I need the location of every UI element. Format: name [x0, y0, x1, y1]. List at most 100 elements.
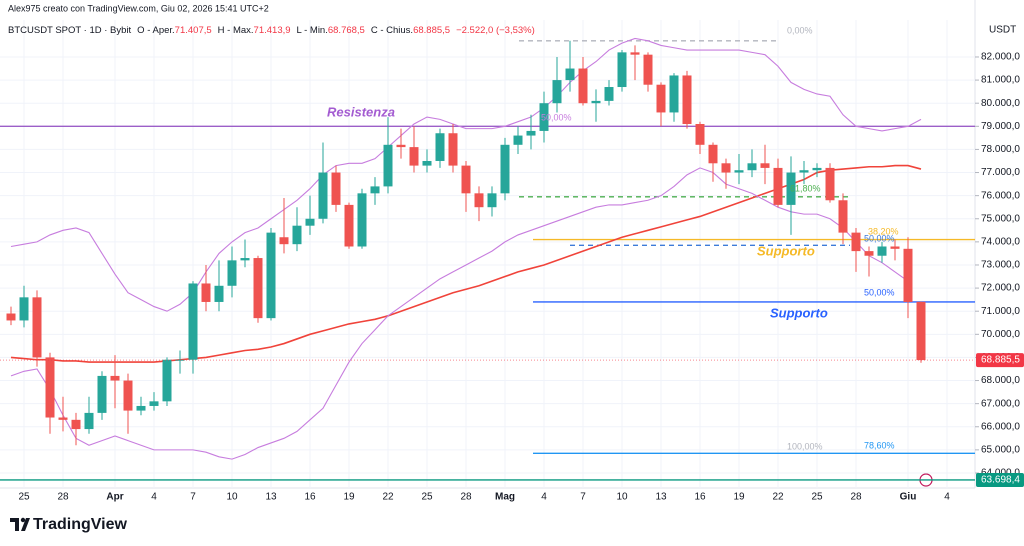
candle-body [669, 75, 679, 113]
legend-part: −2.522,0 (−3,53%) [456, 25, 535, 36]
y-tick-label: 81.000,0 [981, 75, 1020, 86]
candle-body [214, 285, 224, 302]
annotation: 38,20% [868, 226, 899, 236]
candle-body [266, 232, 276, 319]
candle-body [435, 133, 445, 161]
legend-part: 68.768,5 [328, 25, 365, 36]
x-tick-label: Apr [106, 492, 123, 503]
x-tick-label: 16 [694, 492, 706, 503]
x-tick-label: 19 [733, 492, 745, 503]
candle-body [227, 260, 237, 286]
candle-body [149, 401, 159, 406]
candle-body [747, 163, 757, 171]
candle-body [695, 124, 705, 145]
x-tick-label: 10 [226, 492, 238, 503]
y-tick-label: 72.000,0 [981, 283, 1020, 294]
y-tick-label: 70.000,0 [981, 329, 1020, 340]
y-tick-label: 68.000,0 [981, 375, 1020, 386]
candle-body [773, 167, 783, 205]
annotation: 0,00% [787, 25, 813, 35]
candle-body [812, 167, 822, 171]
y-tick-label: 80.000,0 [981, 98, 1020, 109]
candle-body [890, 246, 900, 249]
candle-body [617, 52, 627, 88]
annotation: Supporto [770, 305, 828, 320]
annotation: 50,00% [541, 112, 572, 122]
logo-icon [10, 518, 30, 531]
legend-part: O - Aper. [137, 25, 175, 36]
x-tick-label: 4 [944, 492, 950, 503]
candle-body [357, 193, 367, 247]
legend-part: BTCUSDT SPOT · 1D · Bybit [8, 25, 132, 36]
x-tick-label: 13 [265, 492, 277, 503]
candle-body [877, 246, 887, 256]
candle-body [409, 147, 419, 166]
y-tick-label: 82.000,0 [981, 52, 1020, 63]
x-tick-label: 25 [18, 492, 30, 503]
legend-part: 71.407,5 [175, 25, 212, 36]
candle-body [71, 419, 81, 430]
candle-body [58, 417, 68, 420]
x-tick-label: 16 [304, 492, 316, 503]
annotation: 78,60% [864, 440, 895, 450]
candle-body [734, 170, 744, 173]
x-tick-label: 4 [541, 492, 547, 503]
candle-body [682, 75, 692, 125]
candle-body [565, 68, 575, 81]
candle-body [604, 87, 614, 101]
x-tick-label: Giu [900, 492, 917, 503]
legend-part: 68.885,5 [413, 25, 450, 36]
indicator-line [10, 37, 922, 312]
candle-body [474, 193, 484, 208]
candle-body [903, 248, 913, 302]
y-tick-label: 78.000,0 [981, 144, 1020, 155]
x-tick-label: 28 [850, 492, 862, 503]
candle-body [539, 103, 549, 131]
candle-body [487, 193, 497, 208]
price-badge-label: 68.885,5 [981, 355, 1020, 366]
candle-body [19, 297, 29, 321]
candle-body [799, 170, 809, 173]
x-tick-label: 19 [343, 492, 355, 503]
legend-part: H - Max. [218, 25, 254, 36]
candle-body [123, 380, 133, 411]
x-tick-label: 25 [421, 492, 433, 503]
indicator-line [10, 167, 909, 460]
x-tick-label: Mag [495, 492, 515, 503]
candle-body [110, 375, 120, 381]
candle-body [188, 283, 198, 360]
candle-body [344, 204, 354, 247]
candle-body [162, 359, 172, 402]
candle-body [708, 144, 718, 164]
candle-body [383, 144, 393, 187]
candle-body [6, 313, 16, 321]
annotation: Resistenza [327, 104, 395, 119]
y-tick-label: 75.000,0 [981, 213, 1020, 224]
x-tick-label: 10 [616, 492, 628, 503]
candle-body [656, 84, 666, 113]
axis-title: USDT [989, 25, 1016, 36]
x-tick-label: 25 [811, 492, 823, 503]
candle-body [721, 163, 731, 173]
candle-body [201, 283, 211, 302]
y-tick-label: 73.000,0 [981, 260, 1020, 271]
legend-part: L - Min. [297, 25, 328, 36]
candle-body [578, 68, 588, 104]
y-tick-label: 76.000,0 [981, 190, 1020, 201]
candle-body [32, 297, 42, 358]
x-tick-label: 7 [190, 492, 196, 503]
candle-body [851, 232, 861, 252]
candle-body [448, 133, 458, 166]
y-tick-label: 66.000,0 [981, 421, 1020, 432]
ohlc-legend: BTCUSDT SPOT · 1D · Bybit O - Aper.71.407… [8, 25, 535, 36]
y-tick-label: 77.000,0 [981, 167, 1020, 178]
candle-body [838, 200, 848, 233]
x-tick-label: 7 [580, 492, 586, 503]
logo-text: TradingView [33, 516, 128, 533]
candle-body [461, 165, 471, 194]
y-tick-label: 65.000,0 [981, 445, 1020, 456]
candle-body [591, 100, 601, 104]
x-tick-label: 28 [57, 492, 69, 503]
candle-body [825, 167, 835, 201]
